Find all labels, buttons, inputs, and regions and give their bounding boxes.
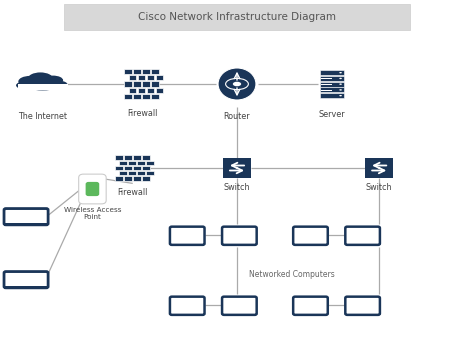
FancyBboxPatch shape [320,88,344,92]
FancyBboxPatch shape [223,158,251,178]
Ellipse shape [339,83,342,85]
Ellipse shape [23,79,62,90]
FancyBboxPatch shape [224,314,255,315]
FancyBboxPatch shape [133,176,141,181]
FancyBboxPatch shape [146,75,155,80]
FancyBboxPatch shape [4,209,48,225]
FancyBboxPatch shape [146,88,155,93]
Text: Server: Server [319,110,345,119]
FancyBboxPatch shape [146,171,154,175]
FancyBboxPatch shape [133,155,141,160]
FancyBboxPatch shape [124,155,132,160]
FancyBboxPatch shape [170,297,205,315]
FancyBboxPatch shape [4,272,48,288]
Ellipse shape [16,82,32,89]
FancyBboxPatch shape [222,227,257,245]
FancyBboxPatch shape [321,84,332,85]
FancyBboxPatch shape [115,176,123,181]
FancyBboxPatch shape [133,94,141,99]
FancyBboxPatch shape [128,75,137,80]
FancyBboxPatch shape [142,94,150,99]
FancyBboxPatch shape [142,166,150,170]
FancyBboxPatch shape [142,69,150,74]
FancyBboxPatch shape [137,75,146,80]
FancyBboxPatch shape [133,82,141,86]
Text: Firewall: Firewall [127,108,157,118]
Text: Switch: Switch [224,183,250,192]
FancyBboxPatch shape [151,94,159,99]
FancyBboxPatch shape [222,297,257,315]
FancyBboxPatch shape [115,155,123,160]
FancyBboxPatch shape [151,82,159,86]
FancyBboxPatch shape [293,227,328,245]
FancyBboxPatch shape [79,174,106,204]
Ellipse shape [339,95,342,96]
Text: Router: Router [224,112,250,121]
FancyBboxPatch shape [133,166,141,170]
FancyBboxPatch shape [295,244,326,245]
FancyBboxPatch shape [172,314,203,315]
FancyBboxPatch shape [347,244,378,245]
FancyBboxPatch shape [124,69,132,74]
Ellipse shape [339,78,342,79]
FancyBboxPatch shape [155,75,164,80]
FancyBboxPatch shape [172,244,203,245]
Ellipse shape [18,76,42,87]
Ellipse shape [28,72,53,85]
Text: Wireless Access
Point: Wireless Access Point [64,207,121,220]
Ellipse shape [339,72,342,74]
FancyBboxPatch shape [142,82,150,86]
FancyBboxPatch shape [224,244,255,245]
FancyBboxPatch shape [115,166,123,170]
FancyBboxPatch shape [345,227,380,245]
FancyBboxPatch shape [170,227,205,245]
Ellipse shape [50,81,68,89]
FancyBboxPatch shape [128,161,136,165]
FancyBboxPatch shape [128,88,137,93]
Ellipse shape [233,82,241,86]
FancyBboxPatch shape [321,78,332,79]
FancyBboxPatch shape [321,90,332,91]
FancyBboxPatch shape [347,314,378,315]
FancyBboxPatch shape [293,297,328,315]
Ellipse shape [339,89,342,91]
FancyBboxPatch shape [124,166,132,170]
FancyBboxPatch shape [4,223,48,226]
Text: Cisco Network Infrastructure Diagram: Cisco Network Infrastructure Diagram [138,12,336,22]
FancyBboxPatch shape [146,161,154,165]
FancyBboxPatch shape [155,88,164,93]
FancyBboxPatch shape [64,4,410,30]
FancyBboxPatch shape [18,84,68,90]
FancyBboxPatch shape [365,158,393,178]
FancyBboxPatch shape [295,314,326,315]
FancyBboxPatch shape [4,286,48,289]
FancyBboxPatch shape [86,182,99,196]
FancyBboxPatch shape [137,88,146,93]
FancyBboxPatch shape [137,161,145,165]
FancyBboxPatch shape [320,70,344,75]
FancyBboxPatch shape [133,69,141,74]
FancyBboxPatch shape [119,161,127,165]
FancyBboxPatch shape [321,73,332,74]
FancyBboxPatch shape [124,176,132,181]
Text: Switch: Switch [366,183,392,192]
FancyBboxPatch shape [345,297,380,315]
FancyBboxPatch shape [128,171,136,175]
Ellipse shape [218,68,256,100]
FancyBboxPatch shape [320,76,344,81]
FancyBboxPatch shape [151,69,159,74]
Ellipse shape [43,76,63,85]
FancyBboxPatch shape [142,176,150,181]
FancyBboxPatch shape [119,171,127,175]
FancyBboxPatch shape [124,82,132,86]
Text: The Internet: The Internet [18,112,67,121]
Text: Firewall: Firewall [118,188,148,197]
FancyBboxPatch shape [137,171,145,175]
FancyBboxPatch shape [124,94,132,99]
FancyBboxPatch shape [142,155,150,160]
Text: Networked Computers: Networked Computers [249,270,334,279]
FancyBboxPatch shape [320,93,344,98]
FancyBboxPatch shape [320,82,344,86]
